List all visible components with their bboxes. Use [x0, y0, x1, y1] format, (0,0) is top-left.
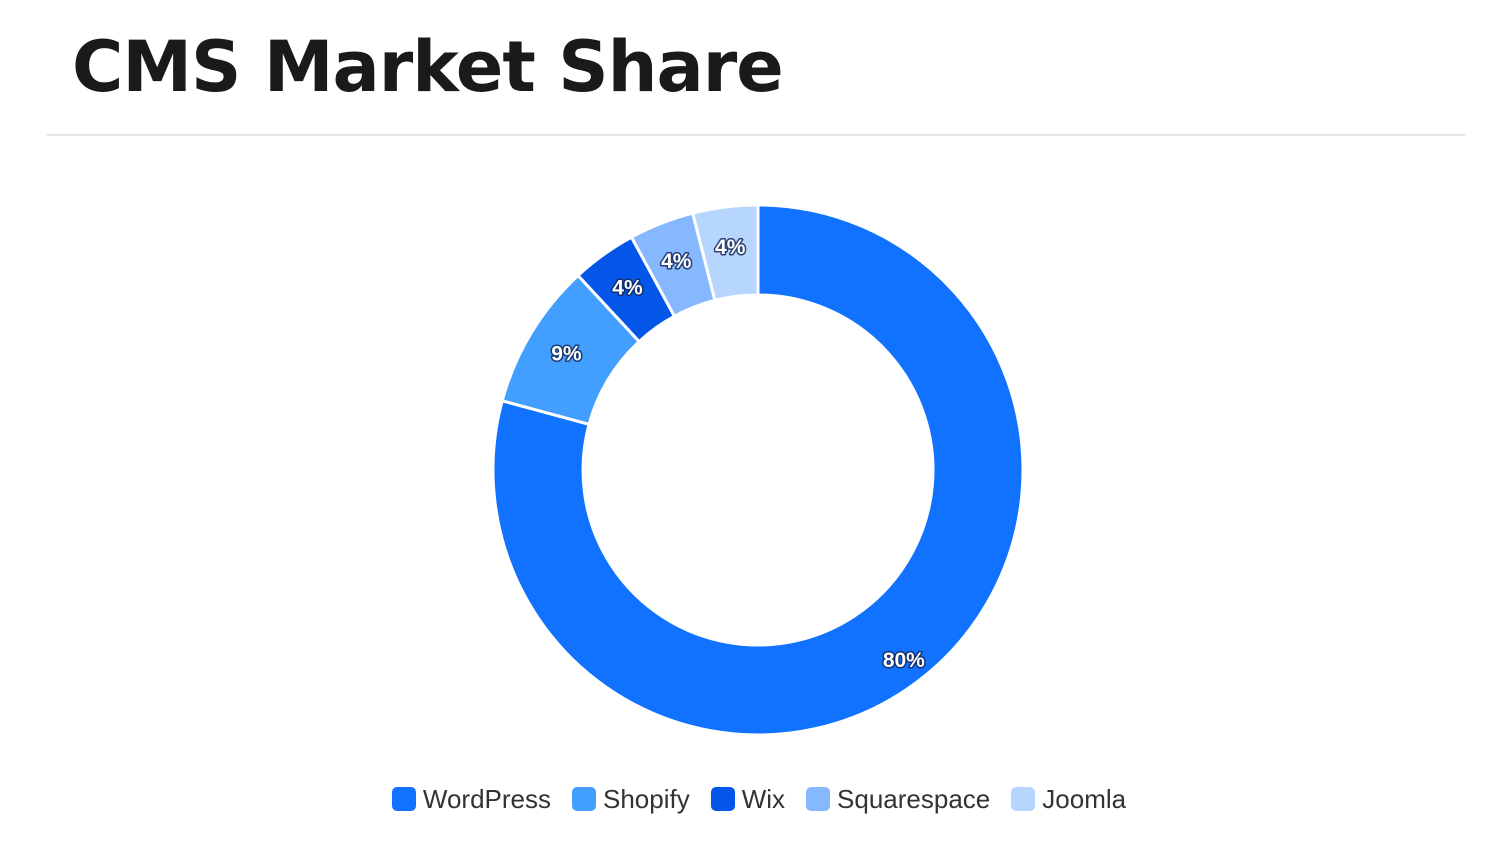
legend-swatch [391, 787, 416, 811]
legend-item-shopify[interactable]: Shopify [571, 783, 690, 815]
data-label-shopify: 9% [551, 343, 582, 366]
legend-swatch [1011, 787, 1036, 811]
data-label-squarespace: 4% [661, 250, 692, 273]
legend-label: Shopify [602, 783, 690, 814]
slice-wordpress [491, 203, 1025, 737]
data-label-joomla: 4% [715, 236, 746, 259]
data-label-wix: 4% [612, 276, 643, 299]
legend-item-wordpress[interactable]: WordPress [391, 783, 551, 815]
legend-item-joomla[interactable]: Joomla [1011, 784, 1126, 815]
legend-label: WordPress [422, 783, 551, 814]
slice-joomla [691, 203, 760, 302]
data-label-wordpress: 80% [883, 649, 925, 672]
legend-swatch [710, 787, 735, 811]
chart-legend: WordPress Shopify Wix Squarespace Joomla [0, 779, 1488, 819]
donut-slices [491, 203, 1025, 737]
legend-item-wix[interactable]: Wix [710, 783, 786, 815]
legend-label: Joomla [1042, 783, 1127, 814]
title-divider [47, 134, 1465, 136]
legend-item-squarespace[interactable]: Squarespace [806, 784, 990, 815]
donut-data-labels: 80% 9% 4% 4% 4% [550, 235, 927, 674]
page-title: CMS Market Share [72, 26, 784, 108]
legend-label: Wix [741, 783, 786, 814]
legend-swatch [806, 787, 831, 811]
legend-swatch [571, 787, 596, 811]
legend-label: Squarespace [837, 783, 991, 814]
